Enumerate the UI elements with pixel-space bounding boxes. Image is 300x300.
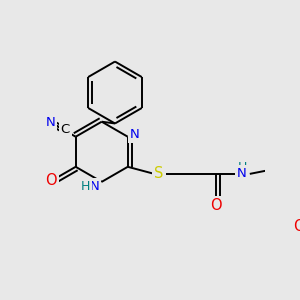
Text: N: N: [90, 180, 100, 193]
Text: N: N: [45, 116, 55, 129]
Text: N: N: [237, 167, 247, 180]
Text: S: S: [154, 167, 164, 182]
Text: O: O: [293, 219, 300, 234]
Text: C: C: [61, 123, 70, 136]
Text: O: O: [210, 198, 222, 213]
Text: H: H: [81, 180, 91, 193]
Text: N: N: [130, 128, 140, 142]
Text: O: O: [45, 173, 56, 188]
Text: H: H: [238, 161, 247, 174]
